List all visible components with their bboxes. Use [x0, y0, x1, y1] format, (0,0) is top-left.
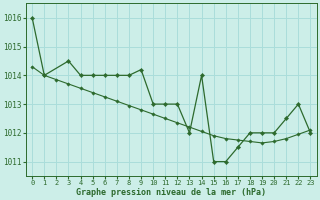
- X-axis label: Graphe pression niveau de la mer (hPa): Graphe pression niveau de la mer (hPa): [76, 188, 266, 197]
